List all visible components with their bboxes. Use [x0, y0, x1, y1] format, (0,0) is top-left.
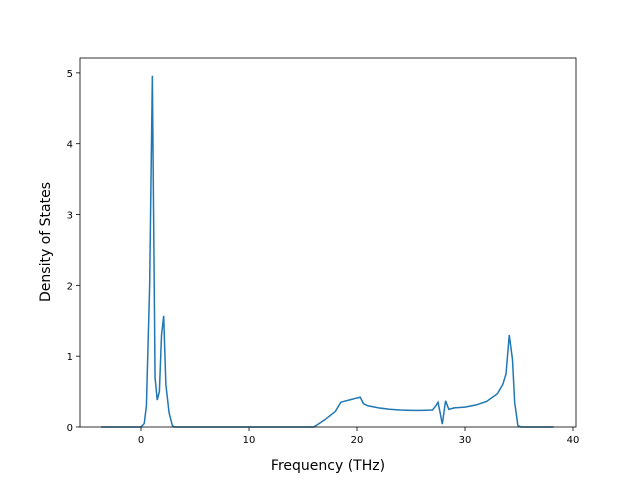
- y-tick-label: 5: [67, 69, 73, 80]
- x-tick-label: 10: [243, 435, 256, 446]
- plot-frame: [79, 57, 577, 428]
- x-tick-label: 40: [567, 435, 580, 446]
- line: [101, 75, 554, 428]
- y-tick-label: 2: [67, 281, 73, 292]
- x-tick-label: 30: [459, 435, 472, 446]
- y-tick-label: 4: [67, 140, 73, 151]
- y-tick-label: 0: [67, 423, 73, 434]
- y-axis-label: Density of States: [38, 182, 54, 302]
- y-tick-label: 1: [67, 352, 73, 363]
- x-axis-label: Frequency (THz): [271, 458, 385, 474]
- y-tick-label: 3: [67, 211, 73, 222]
- x-tick-label: 20: [351, 435, 364, 446]
- x-tick-label: 0: [138, 435, 144, 446]
